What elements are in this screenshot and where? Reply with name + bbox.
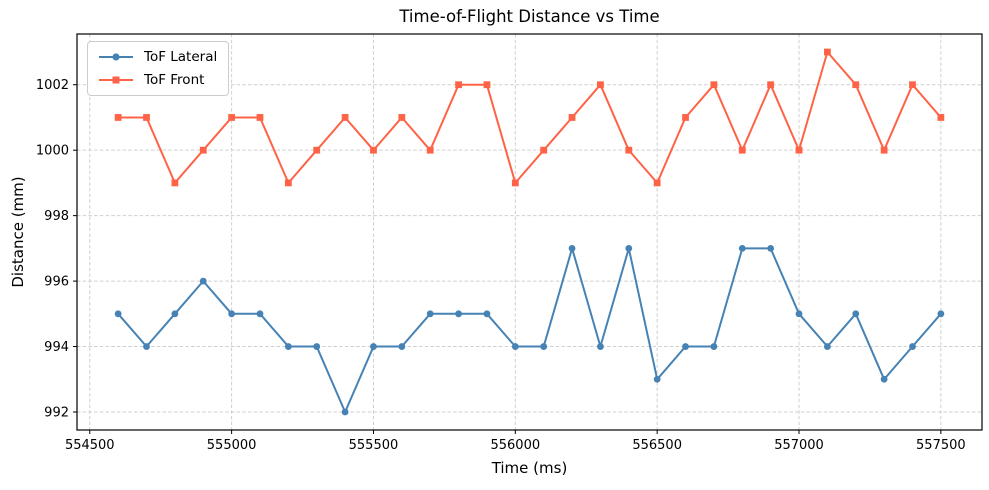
data-point-marker — [597, 81, 604, 89]
legend-item-tof-front: ToF Front — [97, 71, 217, 89]
data-point-marker — [795, 310, 803, 318]
data-point-marker — [341, 408, 349, 416]
y-tick-label: 996 — [44, 275, 69, 290]
x-tick-label: 554500 — [65, 438, 115, 453]
data-point-marker — [199, 146, 207, 154]
data-point-marker — [143, 343, 150, 350]
x-tick-label: 556500 — [632, 438, 682, 453]
data-point-marker — [738, 244, 746, 252]
data-point-marker — [483, 310, 491, 318]
data-point-marker — [284, 179, 292, 187]
x-tick-label: 557000 — [774, 438, 824, 453]
data-point-marker — [795, 146, 803, 154]
legend-label-tof-lateral: ToF Lateral — [144, 49, 218, 65]
data-point-marker — [823, 343, 831, 350]
data-point-marker — [880, 375, 888, 383]
data-point-marker — [511, 343, 519, 350]
data-point-marker — [653, 375, 661, 383]
y-tick-label: 1000 — [36, 144, 69, 159]
x-tick-label: 555500 — [349, 438, 399, 453]
data-point-marker — [710, 81, 718, 89]
data-point-marker — [143, 114, 150, 121]
data-point-marker — [568, 244, 576, 252]
x-tick-label: 557500 — [916, 438, 966, 453]
data-point-marker — [540, 343, 548, 350]
y-axis-label: Distance (mm) — [9, 176, 27, 288]
data-point-marker — [228, 310, 236, 318]
data-point-marker — [171, 179, 179, 187]
legend-label-tof-front: ToF Front — [144, 72, 205, 88]
data-point-marker — [370, 343, 377, 350]
legend: ToF Lateral ToF Front — [87, 41, 230, 96]
data-point-marker — [426, 146, 434, 154]
data-point-marker — [909, 343, 916, 350]
data-point-marker — [852, 310, 860, 318]
y-tick-label: 992 — [44, 406, 69, 421]
data-point-marker — [455, 310, 462, 318]
data-point-marker — [455, 81, 462, 89]
data-point-marker — [370, 146, 377, 154]
legend-item-tof-lateral: ToF Lateral — [97, 48, 217, 66]
data-point-marker — [398, 114, 406, 121]
data-point-marker — [597, 343, 604, 350]
data-point-marker — [313, 343, 321, 350]
data-point-marker — [710, 343, 718, 350]
data-point-marker — [767, 244, 775, 252]
data-point-marker — [653, 179, 661, 187]
series-line-1 — [117, 51, 942, 184]
data-point-marker — [937, 114, 945, 121]
data-point-marker — [398, 343, 406, 350]
data-point-marker — [228, 114, 236, 121]
data-point-marker — [682, 114, 689, 121]
data-point-marker — [568, 114, 576, 121]
data-point-marker — [909, 81, 916, 89]
data-point-marker — [937, 310, 945, 318]
x-tick-label: 556000 — [490, 438, 540, 453]
chart-title: Time-of-Flight Distance vs Time — [399, 7, 660, 26]
data-point-marker — [682, 343, 689, 350]
data-point-marker — [313, 146, 321, 154]
data-point-marker — [284, 343, 292, 350]
data-point-marker — [511, 179, 519, 187]
data-point-marker — [256, 114, 264, 121]
data-point-marker — [114, 310, 122, 318]
data-point-marker — [426, 310, 434, 318]
data-point-marker — [171, 310, 179, 318]
data-point-marker — [114, 114, 122, 121]
data-point-marker — [540, 146, 548, 154]
x-axis-label: Time (ms) — [491, 459, 568, 477]
data-point-marker — [625, 146, 633, 154]
data-point-marker — [256, 310, 264, 318]
data-point-marker — [483, 81, 491, 89]
data-point-marker — [625, 244, 633, 252]
data-point-marker — [341, 114, 349, 121]
y-tick-label: 994 — [44, 340, 69, 355]
data-point-marker — [823, 48, 831, 56]
data-point-marker — [738, 146, 746, 154]
x-tick-label: 555000 — [207, 438, 257, 453]
y-tick-label: 998 — [44, 209, 69, 224]
line-square-marker-icon — [99, 76, 133, 84]
data-point-marker — [880, 146, 888, 154]
data-point-marker — [767, 81, 775, 89]
data-point-marker — [852, 81, 860, 89]
y-tick-label: 1002 — [36, 78, 69, 93]
data-point-marker — [199, 277, 207, 285]
series-line-0 — [117, 247, 942, 413]
line-circle-marker-icon — [99, 53, 133, 61]
